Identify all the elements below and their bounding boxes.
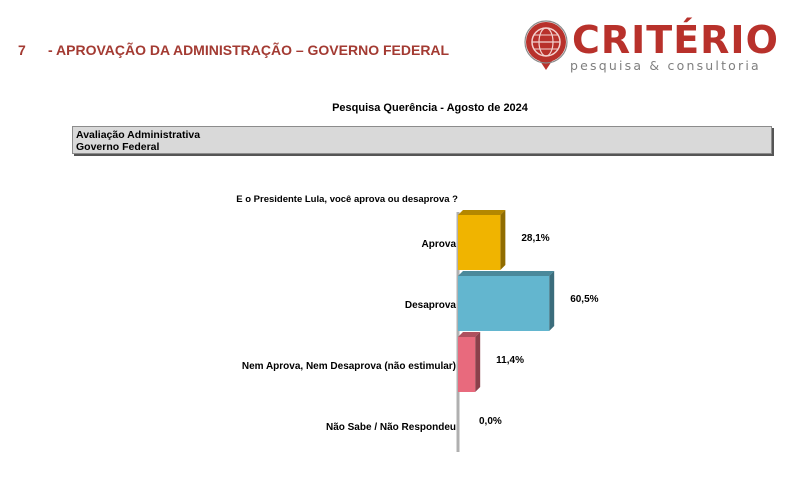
survey-title: Pesquisa Querência - Agosto de 2024 [332, 102, 528, 114]
section-number: 7 [18, 42, 26, 58]
criterio-logo: CRITÉRIO pesquisa & consultoria [524, 18, 778, 78]
value-label: 0,0% [479, 416, 502, 427]
section-title: - APROVAÇÃO DA ADMINISTRAÇÃO – GOVERNO F… [48, 42, 450, 58]
value-label: 28,1% [521, 233, 549, 244]
section-box-line2: Governo Federal [76, 141, 160, 153]
logo-subtitle: pesquisa & consultoria [570, 58, 761, 73]
category-label: Nem Aprova, Nem Desaprova (não estimular… [242, 361, 456, 372]
bar-top-face [458, 271, 555, 276]
chart-question: E o Presidente Lula, você aprova ou desa… [236, 194, 458, 205]
bar [458, 276, 550, 331]
category-label: Desaprova [405, 300, 457, 311]
logo-name: CRITÉRIO [572, 18, 779, 62]
report-header: 7 - APROVAÇÃO DA ADMINISTRAÇÃO – GOVERNO… [0, 0, 800, 90]
bar-top-face [458, 210, 506, 215]
bar [458, 215, 501, 270]
section-box: Avaliação Administrativa Governo Federal [72, 126, 772, 154]
bar-side-face [475, 332, 481, 392]
bar-side-face [500, 210, 506, 270]
globe-pin-icon [524, 20, 568, 70]
bar-side-face [549, 271, 555, 331]
category-label: Não Sabe / Não Respondeu [326, 422, 456, 433]
bar [458, 337, 476, 392]
section-box-line1: Avaliação Administrativa [76, 129, 201, 141]
bar-top-face [458, 332, 481, 337]
value-label: 60,5% [570, 294, 598, 305]
value-label: 11,4% [496, 355, 524, 366]
category-label: Aprova [422, 239, 457, 250]
